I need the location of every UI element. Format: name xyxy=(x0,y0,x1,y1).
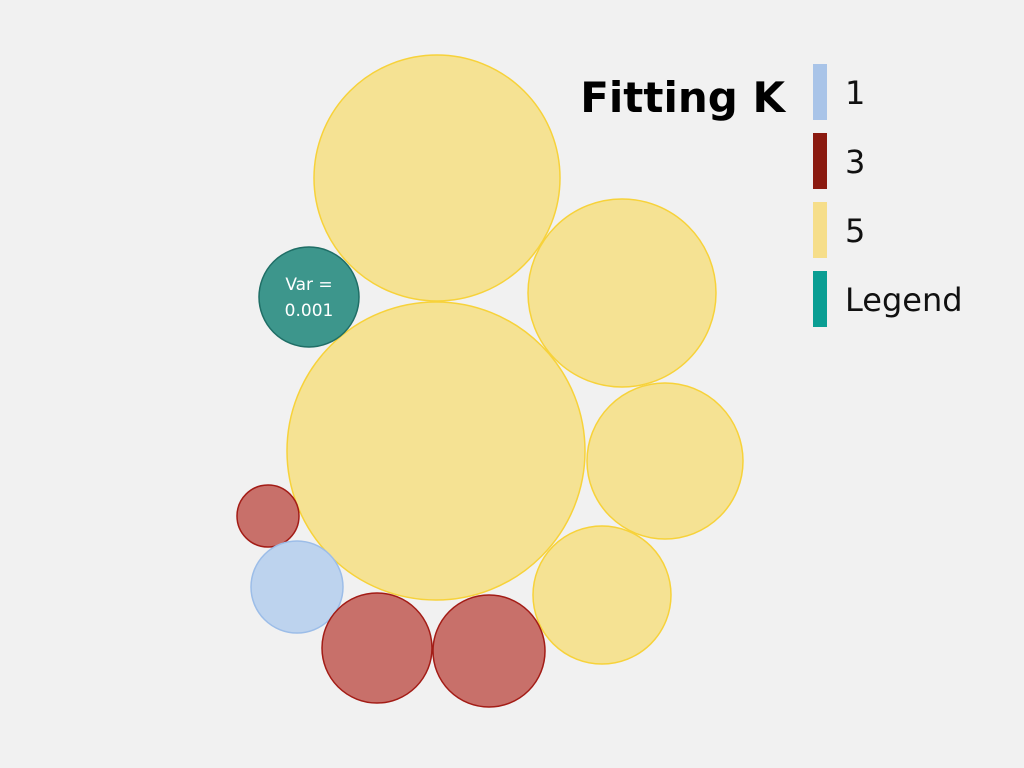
bubble-group-5-1 xyxy=(527,198,717,388)
bubble-label-line: Var = xyxy=(285,275,332,295)
bubbles-group: Var = 0.001 xyxy=(236,54,744,708)
bubble-label: Var = 0.001 xyxy=(285,275,334,321)
legend: Fitting K 1 3 5 Legend xyxy=(580,64,963,327)
bubble-group-3-5 xyxy=(236,484,300,548)
bubble-group-3-7 xyxy=(321,592,433,704)
legend-swatch-3 xyxy=(813,133,827,189)
legend-label-1: 1 xyxy=(845,74,865,112)
bubble-group-5-3 xyxy=(586,382,744,540)
bubble-group-5-4 xyxy=(532,525,672,665)
legend-label-legend: Legend xyxy=(845,281,963,319)
legend-swatch-1 xyxy=(813,64,827,120)
bubble-group-1-6 xyxy=(250,540,344,634)
bubble-group-5-0 xyxy=(313,54,561,302)
legend-label-5: 5 xyxy=(845,212,865,250)
legend-swatch-5 xyxy=(813,202,827,258)
bubble-group-legend-9 xyxy=(258,246,360,348)
bubble-group-5-2 xyxy=(286,301,586,601)
bubble-group-3-8 xyxy=(432,594,546,708)
legend-title: Fitting K xyxy=(580,73,786,122)
legend-label-3: 3 xyxy=(845,143,865,181)
bubble-label-line: 0.001 xyxy=(285,301,334,321)
legend-entries: 1 3 5 Legend xyxy=(813,64,963,327)
legend-swatch-legend xyxy=(813,271,827,327)
